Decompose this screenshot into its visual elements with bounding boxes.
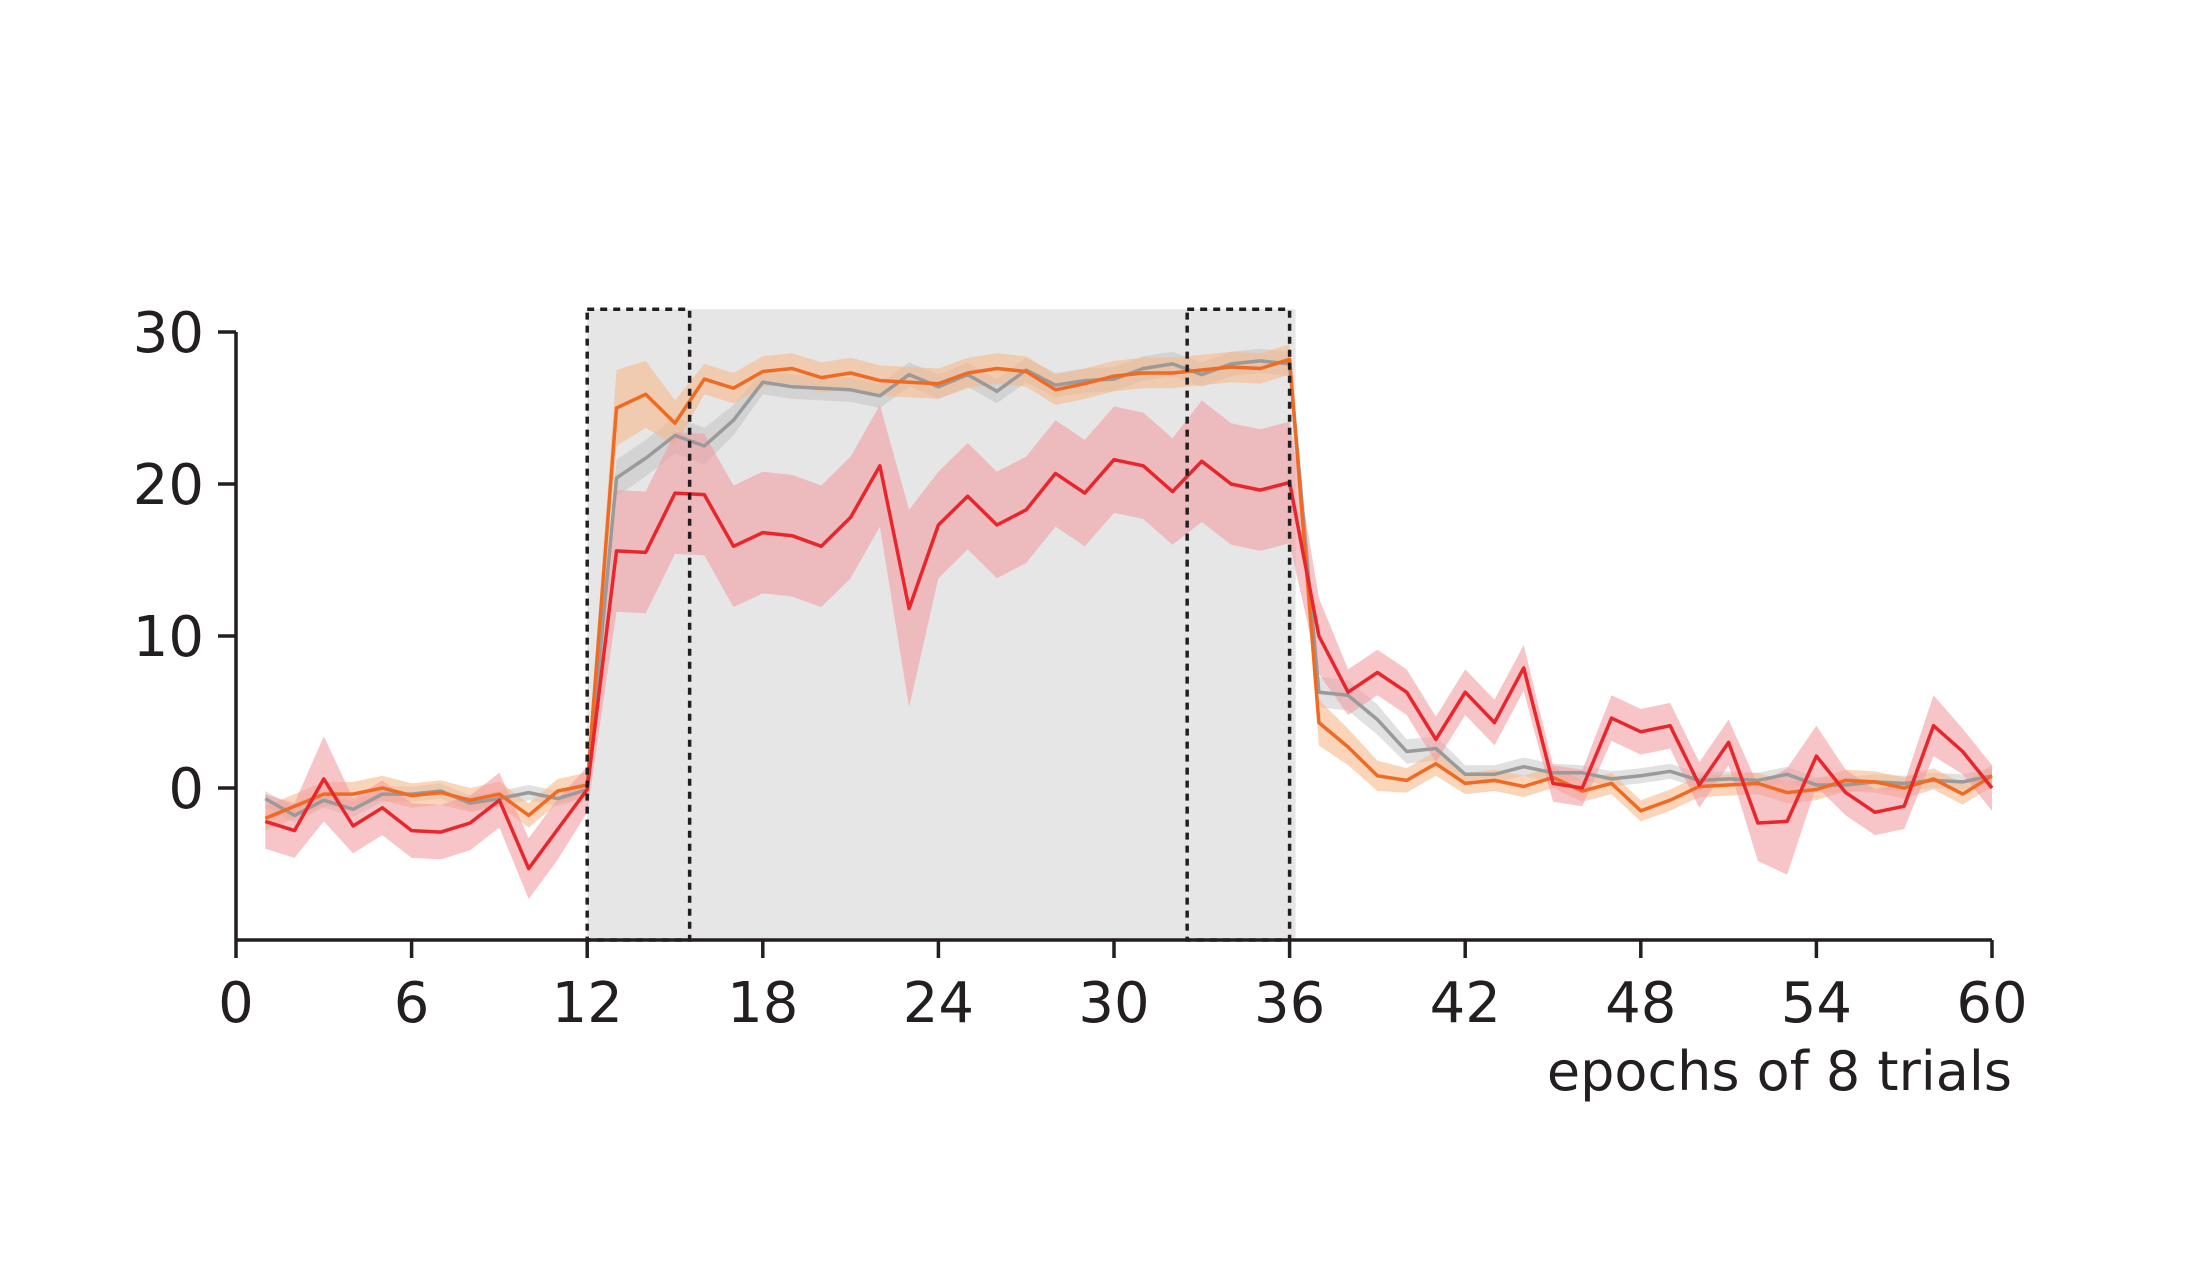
x-tick-label: 24 [903,971,974,1036]
y-tick-label: 20 [133,453,204,518]
shaded-block-region [587,309,1296,940]
y-tick-label: 10 [133,605,204,670]
x-tick-label: 18 [727,971,798,1036]
y-tick-label: 30 [133,301,204,366]
x-axis-label: epochs of 8 trials [1547,1040,2012,1103]
series-line-layer [264,357,1994,871]
shaded-region-layer [587,309,1296,940]
x-tick-label: 30 [1078,971,1149,1036]
series-2-line [264,457,1994,871]
x-tick-label: 42 [1430,971,1501,1036]
series-1-line [264,357,1993,821]
x-tick-label: 60 [1956,971,2027,1036]
y-tick-label: 0 [168,757,204,822]
x-tick-label: 12 [552,971,623,1036]
x-tick-label: 0 [218,971,254,1036]
x-tick-label: 48 [1605,971,1676,1036]
x-tick-label: 54 [1781,971,1852,1036]
x-tick-label: 6 [394,971,430,1036]
x-tick-label: 36 [1254,971,1325,1036]
axes-layer: 0 6 12 18 24 30 36 42 48 54 60 0 10 20 30 [133,301,2028,1036]
